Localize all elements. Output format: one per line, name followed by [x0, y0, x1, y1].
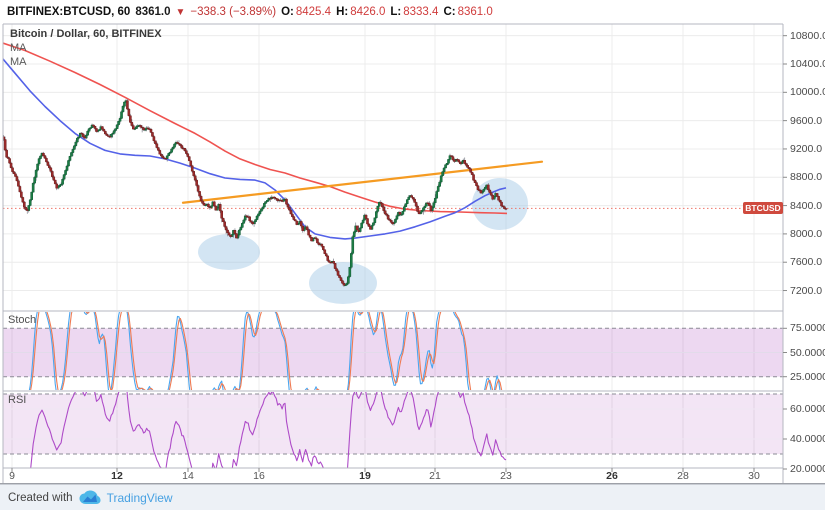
ma-slow-line	[3, 42, 508, 215]
rsi-axis-label: 60.0000	[790, 403, 825, 415]
highlight-ellipse	[198, 234, 260, 270]
created-with-text: Created with	[8, 491, 73, 504]
time-axis-label: 23	[500, 470, 512, 482]
down-arrow-icon: ▼	[175, 6, 186, 18]
ascending-trendline	[181, 160, 544, 204]
stoch-axis-label: 25.0000	[790, 370, 825, 383]
price-axis-label: 8000.0	[790, 227, 823, 240]
time-axis-label: 30	[748, 470, 760, 482]
price-axis-label: 10400.0	[790, 57, 825, 70]
highlight-ellipses	[198, 178, 528, 304]
main-pane-title: Bitcoin / Dollar, 60, BITFINEX	[10, 28, 162, 40]
rsi-axis-label: 20.0000	[790, 463, 825, 475]
time-axis-label: 14	[182, 470, 194, 482]
ohlc-open: O: 8425.4	[281, 6, 331, 18]
highlight-ellipse	[472, 178, 528, 230]
rsi-pane	[3, 392, 783, 468]
rsi-line	[30, 392, 507, 468]
ma-indicator-label-2: MA	[10, 56, 27, 68]
ohlc-close: C: 8361.0	[443, 6, 492, 18]
price-axis-label: 10800.0	[790, 29, 825, 42]
price-axis-label: 9200.0	[790, 142, 823, 155]
ma-fast-line	[3, 57, 507, 240]
tradingview-cloud-icon	[79, 490, 101, 504]
close-value: 8361.0	[457, 6, 493, 18]
tradingview-link[interactable]: TradingView	[106, 490, 173, 505]
price-change: −338.3 (−3.89%)	[190, 6, 277, 18]
price-tag-btcusd: BTCUSD	[743, 202, 783, 215]
up-candles	[27, 100, 497, 287]
time-axis-label: 9	[9, 470, 15, 482]
grid-lines	[3, 24, 783, 468]
high-label: H:	[336, 6, 349, 18]
price-axis-label: 8400.0	[790, 199, 823, 212]
footer-attribution: Created with TradingView	[0, 484, 825, 510]
ma-indicator-label-1: MA	[10, 42, 27, 54]
rsi-pane-label: RSI	[8, 394, 27, 406]
chart-frame	[0, 23, 825, 484]
price-axis-label: 8800.0	[790, 171, 823, 184]
low-label: L:	[390, 6, 402, 18]
price-axis-label: 10000.0	[790, 86, 825, 99]
time-axis-label: 19	[359, 470, 371, 482]
stoch-pane	[3, 312, 783, 390]
candles	[3, 99, 508, 287]
close-label: C:	[443, 6, 456, 18]
ohlc-high: H: 8426.0	[336, 6, 385, 18]
price-axis-label: 7600.0	[790, 256, 823, 269]
symbol-name: BITFINEX:BTCUSD, 60	[7, 6, 131, 18]
stoch-axis-label: 75.0000	[790, 322, 825, 335]
open-label: O:	[281, 6, 294, 18]
open-value: 8425.4	[295, 6, 332, 18]
time-axis-label: 12	[111, 470, 123, 482]
time-axis-label: 28	[677, 470, 689, 482]
rsi-axis-label: 40.0000	[790, 433, 825, 445]
header-quote-bar: BITFINEX:BTCUSD, 60 8361.0 ▼ −338.3 (−3.…	[7, 3, 493, 21]
stoch-axis-label: 50.0000	[790, 346, 825, 359]
ohlc-low: L: 8333.4	[390, 6, 438, 18]
price-axis-label: 7200.0	[790, 284, 823, 297]
last-price: 8361.0	[135, 6, 171, 18]
stoch-pane-label: Stoch	[8, 314, 37, 326]
high-value: 8426.0	[350, 6, 386, 18]
stoch-d-line	[30, 312, 503, 390]
main-pane	[3, 42, 783, 304]
time-axis-label: 16	[253, 470, 265, 482]
time-axis-label: 21	[429, 470, 441, 482]
low-value: 8333.4	[403, 6, 439, 18]
axis-ticks	[11, 35, 787, 472]
price-axis-label: 9600.0	[790, 114, 823, 127]
time-axis-label: 26	[606, 470, 618, 482]
